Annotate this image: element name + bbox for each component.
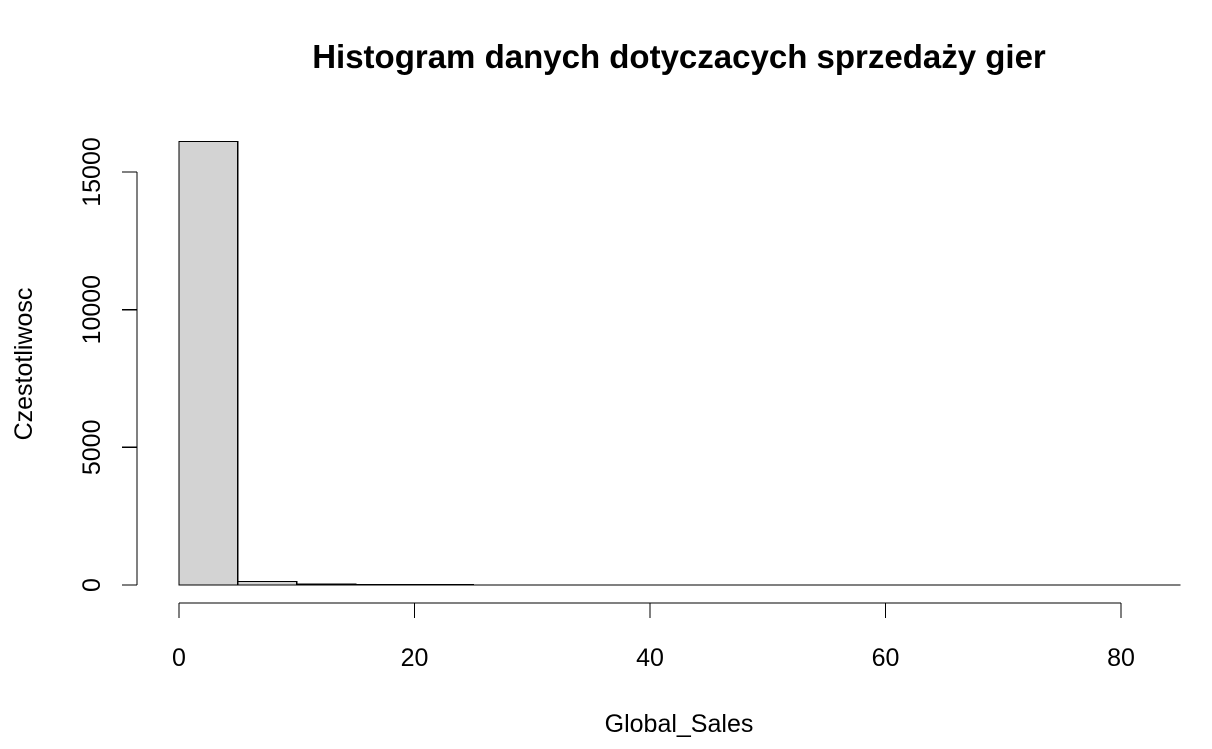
y-tick-label: 15000: [78, 137, 106, 207]
x-tick-label: 40: [636, 644, 664, 672]
histogram-bar-0: [178, 140, 239, 586]
y-axis: 0 5000 10000 15000: [78, 137, 138, 592]
y-tick-label: 5000: [78, 420, 106, 476]
histogram-bar-1: [237, 580, 298, 586]
x-tick-label: 20: [401, 644, 429, 672]
x-axis: 0 20 40 60 80: [172, 602, 1135, 672]
x-tick-label: 60: [872, 644, 900, 672]
x-tick-label: 80: [1107, 644, 1135, 672]
x-tick-label: 0: [172, 644, 186, 672]
y-tick-label: 10000: [78, 275, 106, 345]
chart-title: Histogram danych dotyczacych sprzedaży g…: [312, 38, 1046, 75]
bars-group: [178, 140, 1181, 586]
x-axis-label: Global_Sales: [605, 710, 754, 738]
y-tick-label: 0: [78, 578, 106, 592]
histogram-bar-2: [296, 583, 357, 586]
y-axis-label: Czestotliwosc: [10, 288, 38, 441]
